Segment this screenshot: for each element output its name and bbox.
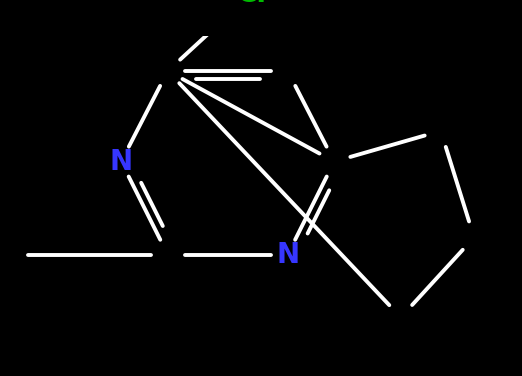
Text: N: N <box>276 241 299 269</box>
Text: N: N <box>110 147 133 176</box>
Text: Cl: Cl <box>236 0 267 8</box>
